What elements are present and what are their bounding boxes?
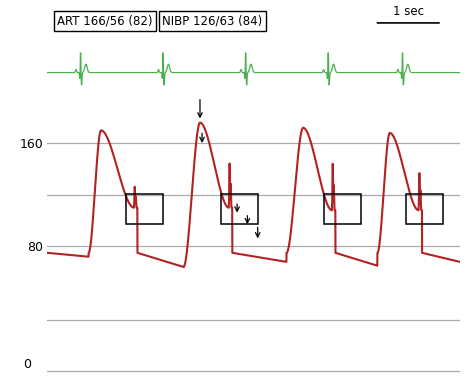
Bar (324, 194, 361, 225)
Bar (406, 194, 443, 225)
Text: NIBP 126/63 (84): NIBP 126/63 (84) (162, 15, 263, 28)
Text: 0: 0 (23, 358, 31, 371)
Text: 1 sec: 1 sec (393, 5, 424, 18)
Text: ART 166/56 (82): ART 166/56 (82) (57, 15, 153, 28)
Bar (126, 194, 163, 225)
Bar (220, 194, 258, 225)
